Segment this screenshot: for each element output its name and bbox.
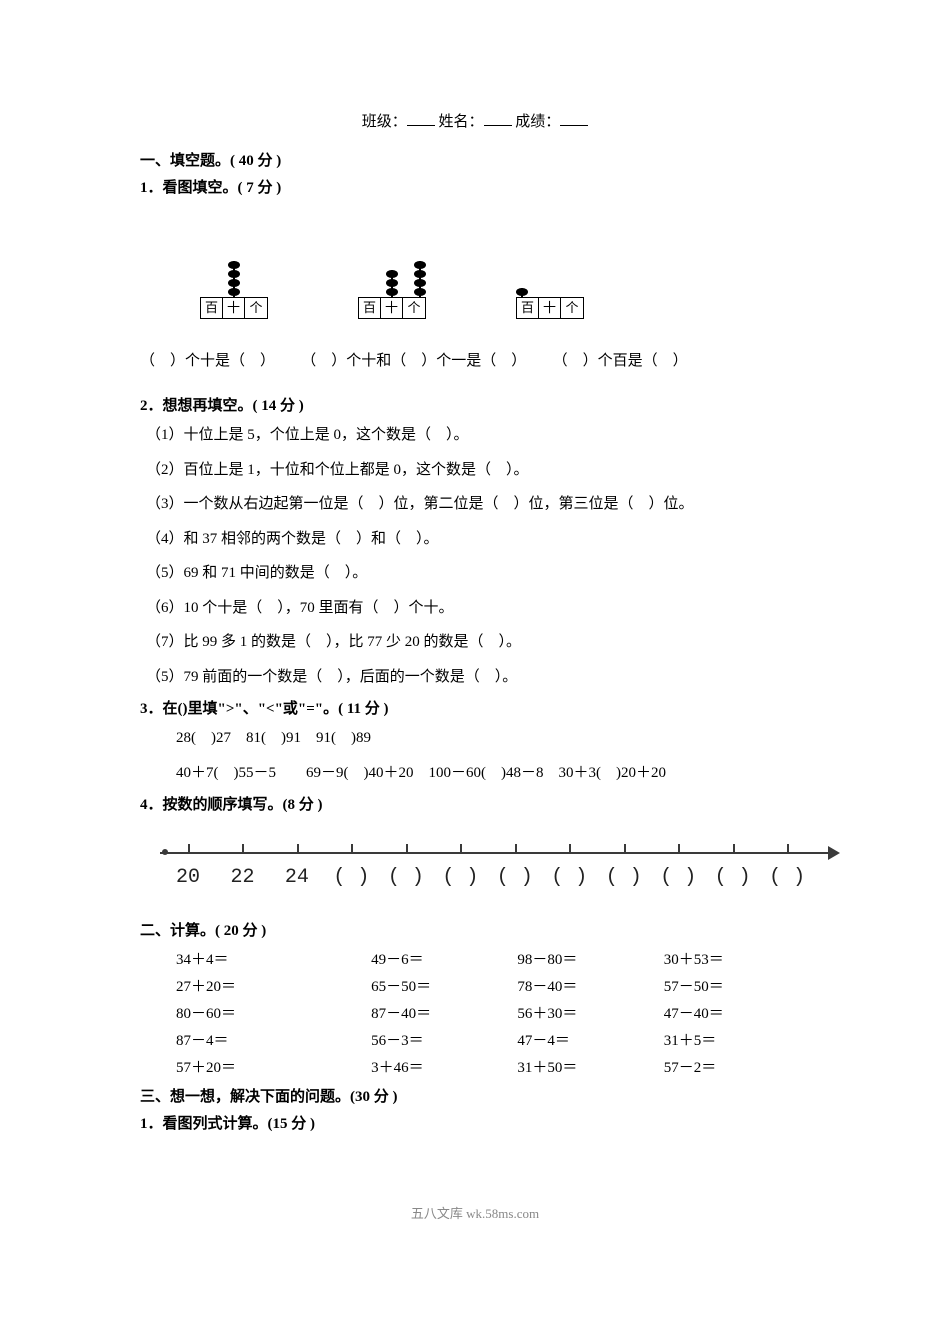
calc-row: 27＋20＝ 65－50＝ 78－40＝ 57－50＝ [176,975,810,996]
calc-cell: 57＋20＝ [176,1056,371,1077]
q2-title: 2．想想再填空。( 14 分 ) [140,394,810,415]
numline-tick [678,844,680,854]
numline-tick [515,844,517,854]
calc-cell: 87－4＝ [176,1029,371,1050]
numline-tick [351,844,353,854]
calc-cell: 3＋46＝ [371,1056,517,1077]
numline-tick [569,844,571,854]
abacus-2: 百 十 个 [358,227,426,319]
numline-label: ( ) [324,866,378,889]
numline-label: 22 [215,866,269,889]
numline-tick [406,844,408,854]
abacus-2-shi: 十 [381,298,403,318]
page: 班级： 姓名： 成绩： 一、填空题。( 40 分 ) 1．看图填空。( 7 分 … [0,0,950,1262]
abacus-caption-3: （ ）个百是（ ） [553,353,688,369]
calc-cell: 30＋53＝ [664,948,810,969]
class-label: 班级： [362,114,407,130]
numline-tick [624,844,626,854]
calc-cell: 56－3＝ [371,1029,517,1050]
q2-item-8: （5）79 前面的一个数是（ ），后面的一个数是（ ）。 [146,663,810,692]
q2-item-5: （5）69 和 71 中间的数是（ ）。 [146,559,810,588]
calc-cell: 80－60＝ [176,1002,371,1023]
abacus-3-ge: 个 [561,298,583,318]
numline-tick [188,844,190,854]
score-blank[interactable] [560,111,588,126]
calc-cell: 34＋4＝ [176,948,371,969]
calc-cell: 31＋5＝ [664,1029,810,1050]
calc-row: 34＋4＝ 49－6＝ 98－80＝ 30＋53＝ [176,948,810,969]
numline-label: ( ) [760,866,814,889]
section-1-title: 一、填空题。( 40 分 ) [140,149,810,170]
abacus-caption-1: （ ）个十是（ ） [140,353,268,369]
class-blank[interactable] [407,111,435,126]
name-label: 姓名： [438,114,483,130]
numline-label: ( ) [433,866,487,889]
calc-cell: 27＋20＝ [176,975,371,996]
number-line: 202224( )( )( )( )( )( )( )( )( ) [160,842,840,889]
abacus-1-ge: 个 [245,298,267,318]
abacus-3-bai: 百 [517,298,539,318]
sec3-q1: 1．看图列式计算。(15 分 ) [140,1112,810,1133]
abacus-caption-2: （ ）个十和（ ）个一是（ ） [301,353,519,369]
numline-tick [242,844,244,854]
numline-label: ( ) [705,866,759,889]
q3-title: 3．在()里填">"、"<"或"="。( 11 分 ) [140,697,810,718]
score-label: 成绩： [515,114,560,130]
calc-cell: 57－50＝ [664,975,810,996]
q4-title: 4．按数的顺序填写。(8 分 ) [140,793,810,814]
q2-item-3: （3）一个数从右边起第一位是（ ）位，第二位是（ ）位，第三位是（ ）位。 [146,490,810,519]
numline-tick [733,844,735,854]
calc-cell: 87－40＝ [371,1002,517,1023]
numline-axis [160,852,828,854]
abacus-2-bai: 百 [359,298,381,318]
abacus-3: 百 十 个 [516,227,584,319]
q2-item-2: （2）百位上是 1，十位和个位上都是 0，这个数是（ ）。 [146,456,810,485]
numline-tick [297,844,299,854]
numline-tick [787,844,789,854]
numline-label: 20 [161,866,215,889]
q2-item-7: （7）比 99 多 1 的数是（ ），比 77 少 20 的数是（ ）。 [146,628,810,657]
numline-label: ( ) [488,866,542,889]
calc-cell: 78－40＝ [517,975,663,996]
section-3-title: 三、想一想，解决下面的问题。(30 分 ) [140,1085,810,1106]
numline-label: ( ) [542,866,596,889]
q1-title: 1．看图填空。( 7 分 ) [140,176,810,197]
numline-labels: 202224( )( )( )( )( )( )( )( )( ) [160,866,840,889]
numline-label: 24 [270,866,324,889]
q3-line-1: 28( )27 81( )91 91( )89 [176,724,810,753]
footer-text: 五八文库 wk.58ms.com [140,1203,810,1222]
q2-item-4: （4）和 37 相邻的两个数是（ ）和（ ）。 [146,525,810,554]
numline-tick [460,844,462,854]
calc-row: 80－60＝ 87－40＝ 56＋30＝ 47－40＝ [176,1002,810,1023]
calc-cell: 56＋30＝ [517,1002,663,1023]
q2-item-1: （1）十位上是 5，个位上是 0，这个数是（ ）。 [146,421,810,450]
q3-line-2: 40＋7( )55－5 69－9( )40＋20 100－60( )48－8 3… [176,759,810,788]
calc-row: 57＋20＝ 3＋46＝ 31＋50＝ 57－2＝ [176,1056,810,1077]
calc-cell: 31＋50＝ [517,1056,663,1077]
calc-cell: 49－6＝ [371,948,517,969]
calc-cell: 47－4＝ [517,1029,663,1050]
numline-arrow-icon [828,846,840,860]
calc-grid: 34＋4＝ 49－6＝ 98－80＝ 30＋53＝ 27＋20＝ 65－50＝ … [176,948,810,1077]
calc-row: 87－4＝ 56－3＝ 47－4＝ 31＋5＝ [176,1029,810,1050]
abacus-1: 百 十 个 [200,227,268,319]
abacus-1-shi: 十 [223,298,245,318]
abacus-captions: （ ）个十是（ ） （ ）个十和（ ）个一是（ ） （ ）个百是（ ） [140,349,810,370]
numline-label: ( ) [651,866,705,889]
header-line: 班级： 姓名： 成绩： [140,110,810,131]
abacus-row: 百 十 个 百 十 个 [200,227,810,319]
abacus-2-ge: 个 [403,298,425,318]
calc-cell: 47－40＝ [664,1002,810,1023]
calc-cell: 98－80＝ [517,948,663,969]
abacus-3-shi: 十 [539,298,561,318]
numline-label: ( ) [379,866,433,889]
name-blank[interactable] [484,111,512,126]
numline-label: ( ) [597,866,651,889]
section-2-title: 二、计算。( 20 分 ) [140,919,810,940]
calc-cell: 65－50＝ [371,975,517,996]
abacus-1-bai: 百 [201,298,223,318]
q2-item-6: （6）10 个十是（ ），70 里面有（ ）个十。 [146,594,810,623]
calc-cell: 57－2＝ [664,1056,810,1077]
